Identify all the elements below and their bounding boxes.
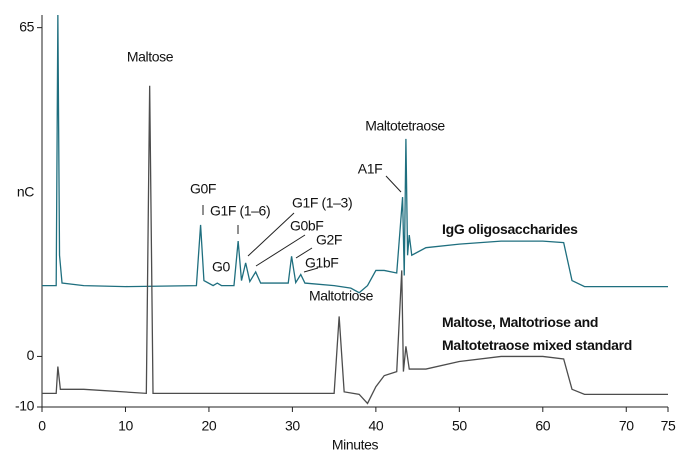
leader-line (247, 212, 295, 257)
x-tick-label: 0 (38, 418, 46, 434)
x-tick-label: 30 (285, 418, 300, 434)
peak-label: G0bF (290, 218, 323, 234)
x-tick-label: 10 (118, 418, 133, 434)
y-tick-label: 65 (19, 18, 34, 34)
peak-label: G0 (212, 259, 230, 275)
x-tick-label: 75 (661, 418, 676, 434)
leader-line (295, 247, 313, 259)
peak-label: Maltotetraose (365, 118, 445, 134)
leader-line (255, 234, 306, 267)
y-tick-label: -10 (15, 398, 35, 414)
peak-label: G1bF (305, 255, 338, 271)
peak-label: Maltose (127, 49, 174, 65)
trace (42, 14, 668, 294)
x-axis-label: Minutes (332, 437, 379, 452)
peak-label: G1F (1–3) (292, 195, 352, 211)
x-tick-label: 20 (202, 418, 217, 434)
x-tick-label: 40 (368, 418, 383, 434)
peak-label: G1F (1–6) (210, 203, 270, 219)
leader-line (385, 175, 402, 193)
x-tick-label: 50 (452, 418, 467, 434)
peak-label: A1F (358, 161, 382, 177)
y-axis-label: nC (17, 184, 34, 200)
x-tick-label: 60 (535, 418, 550, 434)
peak-label: Maltotriose (309, 288, 374, 304)
peak-label: G2F (316, 232, 342, 248)
x-tick-label: 70 (619, 418, 634, 434)
y-tick-label: 0 (27, 347, 35, 363)
peak-label: G0F (190, 181, 216, 197)
trace (42, 85, 668, 405)
series-label: IgG oligosaccharides (442, 221, 578, 237)
series-label: Maltose, Maltotriose and Maltotetraose m… (442, 314, 632, 353)
leader-line (303, 267, 319, 273)
leader-lines (202, 175, 402, 273)
